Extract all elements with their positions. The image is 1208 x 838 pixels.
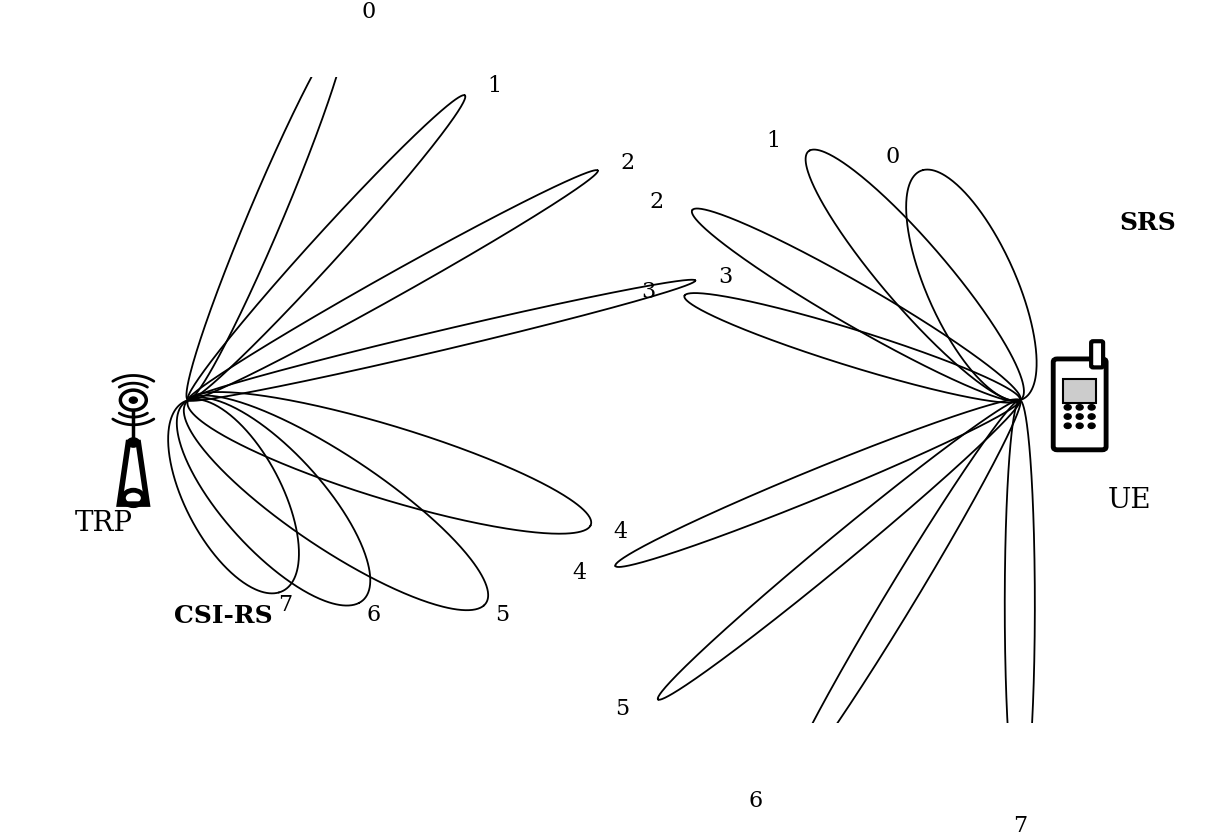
Circle shape xyxy=(129,397,138,403)
Circle shape xyxy=(1076,405,1084,410)
Circle shape xyxy=(1088,423,1096,428)
Text: 5: 5 xyxy=(495,604,509,626)
Text: 3: 3 xyxy=(641,282,656,303)
FancyBboxPatch shape xyxy=(1053,359,1107,450)
Text: 2: 2 xyxy=(621,152,635,173)
Text: 3: 3 xyxy=(719,266,732,288)
Polygon shape xyxy=(120,442,147,504)
Text: 6: 6 xyxy=(748,790,762,812)
Circle shape xyxy=(124,491,143,504)
Text: 4: 4 xyxy=(614,521,628,543)
Text: 7: 7 xyxy=(1012,815,1027,836)
Circle shape xyxy=(127,438,139,447)
Text: 7: 7 xyxy=(278,594,292,617)
Circle shape xyxy=(1064,423,1071,428)
Circle shape xyxy=(1076,414,1084,419)
Text: SRS: SRS xyxy=(1120,211,1177,235)
Text: 0: 0 xyxy=(361,2,376,23)
Text: 5: 5 xyxy=(615,698,629,720)
Circle shape xyxy=(1064,414,1071,419)
Circle shape xyxy=(1088,405,1096,410)
Text: 0: 0 xyxy=(885,146,900,168)
Circle shape xyxy=(1076,423,1084,428)
Text: UE: UE xyxy=(1108,487,1151,514)
Circle shape xyxy=(1088,414,1096,419)
Circle shape xyxy=(1064,405,1071,410)
Text: 2: 2 xyxy=(650,191,663,213)
Text: TRP: TRP xyxy=(75,510,133,537)
Text: 4: 4 xyxy=(573,561,586,583)
Text: 1: 1 xyxy=(767,130,780,152)
FancyBboxPatch shape xyxy=(1091,341,1103,367)
FancyBboxPatch shape xyxy=(1063,379,1097,403)
Text: 6: 6 xyxy=(366,603,381,626)
Text: 1: 1 xyxy=(488,75,501,96)
Text: CSI-RS: CSI-RS xyxy=(174,604,273,628)
